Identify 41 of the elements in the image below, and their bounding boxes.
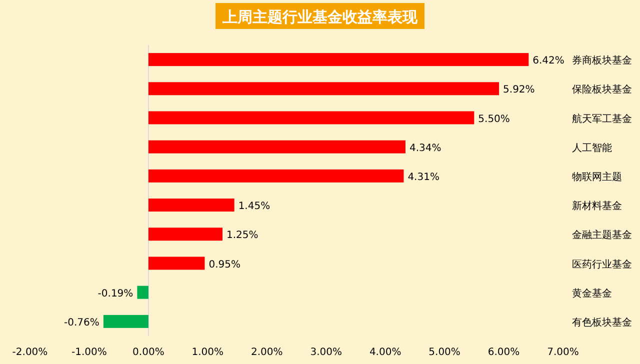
x-tick-label: -2.00%: [12, 347, 48, 358]
y-tick-label: 新材料基金: [572, 200, 622, 212]
x-tick-label: 6.00%: [488, 347, 520, 358]
data-label: -0.19%: [98, 288, 134, 300]
data-label: 4.31%: [408, 172, 440, 183]
bar: [148, 53, 529, 66]
x-tick-label: 5.00%: [428, 347, 460, 358]
data-label: 1.45%: [238, 201, 270, 212]
data-label: 6.42%: [532, 56, 564, 67]
chart-title: 上周主题行业基金收益率表现: [222, 8, 418, 26]
bar: [148, 140, 406, 154]
data-label: 0.95%: [208, 259, 240, 270]
y-tick-label: 航天军工基金: [572, 112, 632, 125]
y-tick-label: 医药行业基金: [572, 258, 632, 270]
y-tick-label: 人工智能: [572, 142, 612, 154]
x-tick-label: 0.00%: [132, 347, 164, 358]
x-tick-label: 3.00%: [310, 347, 342, 358]
y-tick-label: 金融主题基金: [572, 229, 632, 242]
bar: [148, 169, 404, 182]
x-tick-label: 2.00%: [251, 347, 283, 358]
y-tick-label: 有色板块基金: [572, 316, 632, 328]
x-tick-label: 1.00%: [192, 347, 224, 358]
bar: [103, 314, 148, 328]
data-label: 1.25%: [226, 230, 258, 242]
x-tick-label: -1.00%: [72, 347, 107, 358]
bar: [148, 256, 205, 270]
bar: [137, 286, 148, 299]
bar: [148, 111, 474, 124]
x-tick-label: 7.00%: [547, 347, 579, 358]
bar: [148, 198, 234, 212]
data-label: -0.76%: [64, 317, 100, 328]
y-tick-label: 券商板块基金: [572, 54, 632, 67]
data-label: 5.50%: [478, 114, 510, 125]
y-tick-label: 物联网主题: [572, 170, 622, 183]
y-tick-label: 黄金基金: [572, 287, 612, 300]
bar: [148, 228, 222, 241]
y-tick-label: 保险板块基金: [572, 84, 632, 96]
bar: [148, 82, 500, 96]
data-label: 4.34%: [409, 142, 442, 154]
data-label: 5.92%: [503, 84, 535, 96]
x-tick-label: 4.00%: [369, 347, 402, 358]
